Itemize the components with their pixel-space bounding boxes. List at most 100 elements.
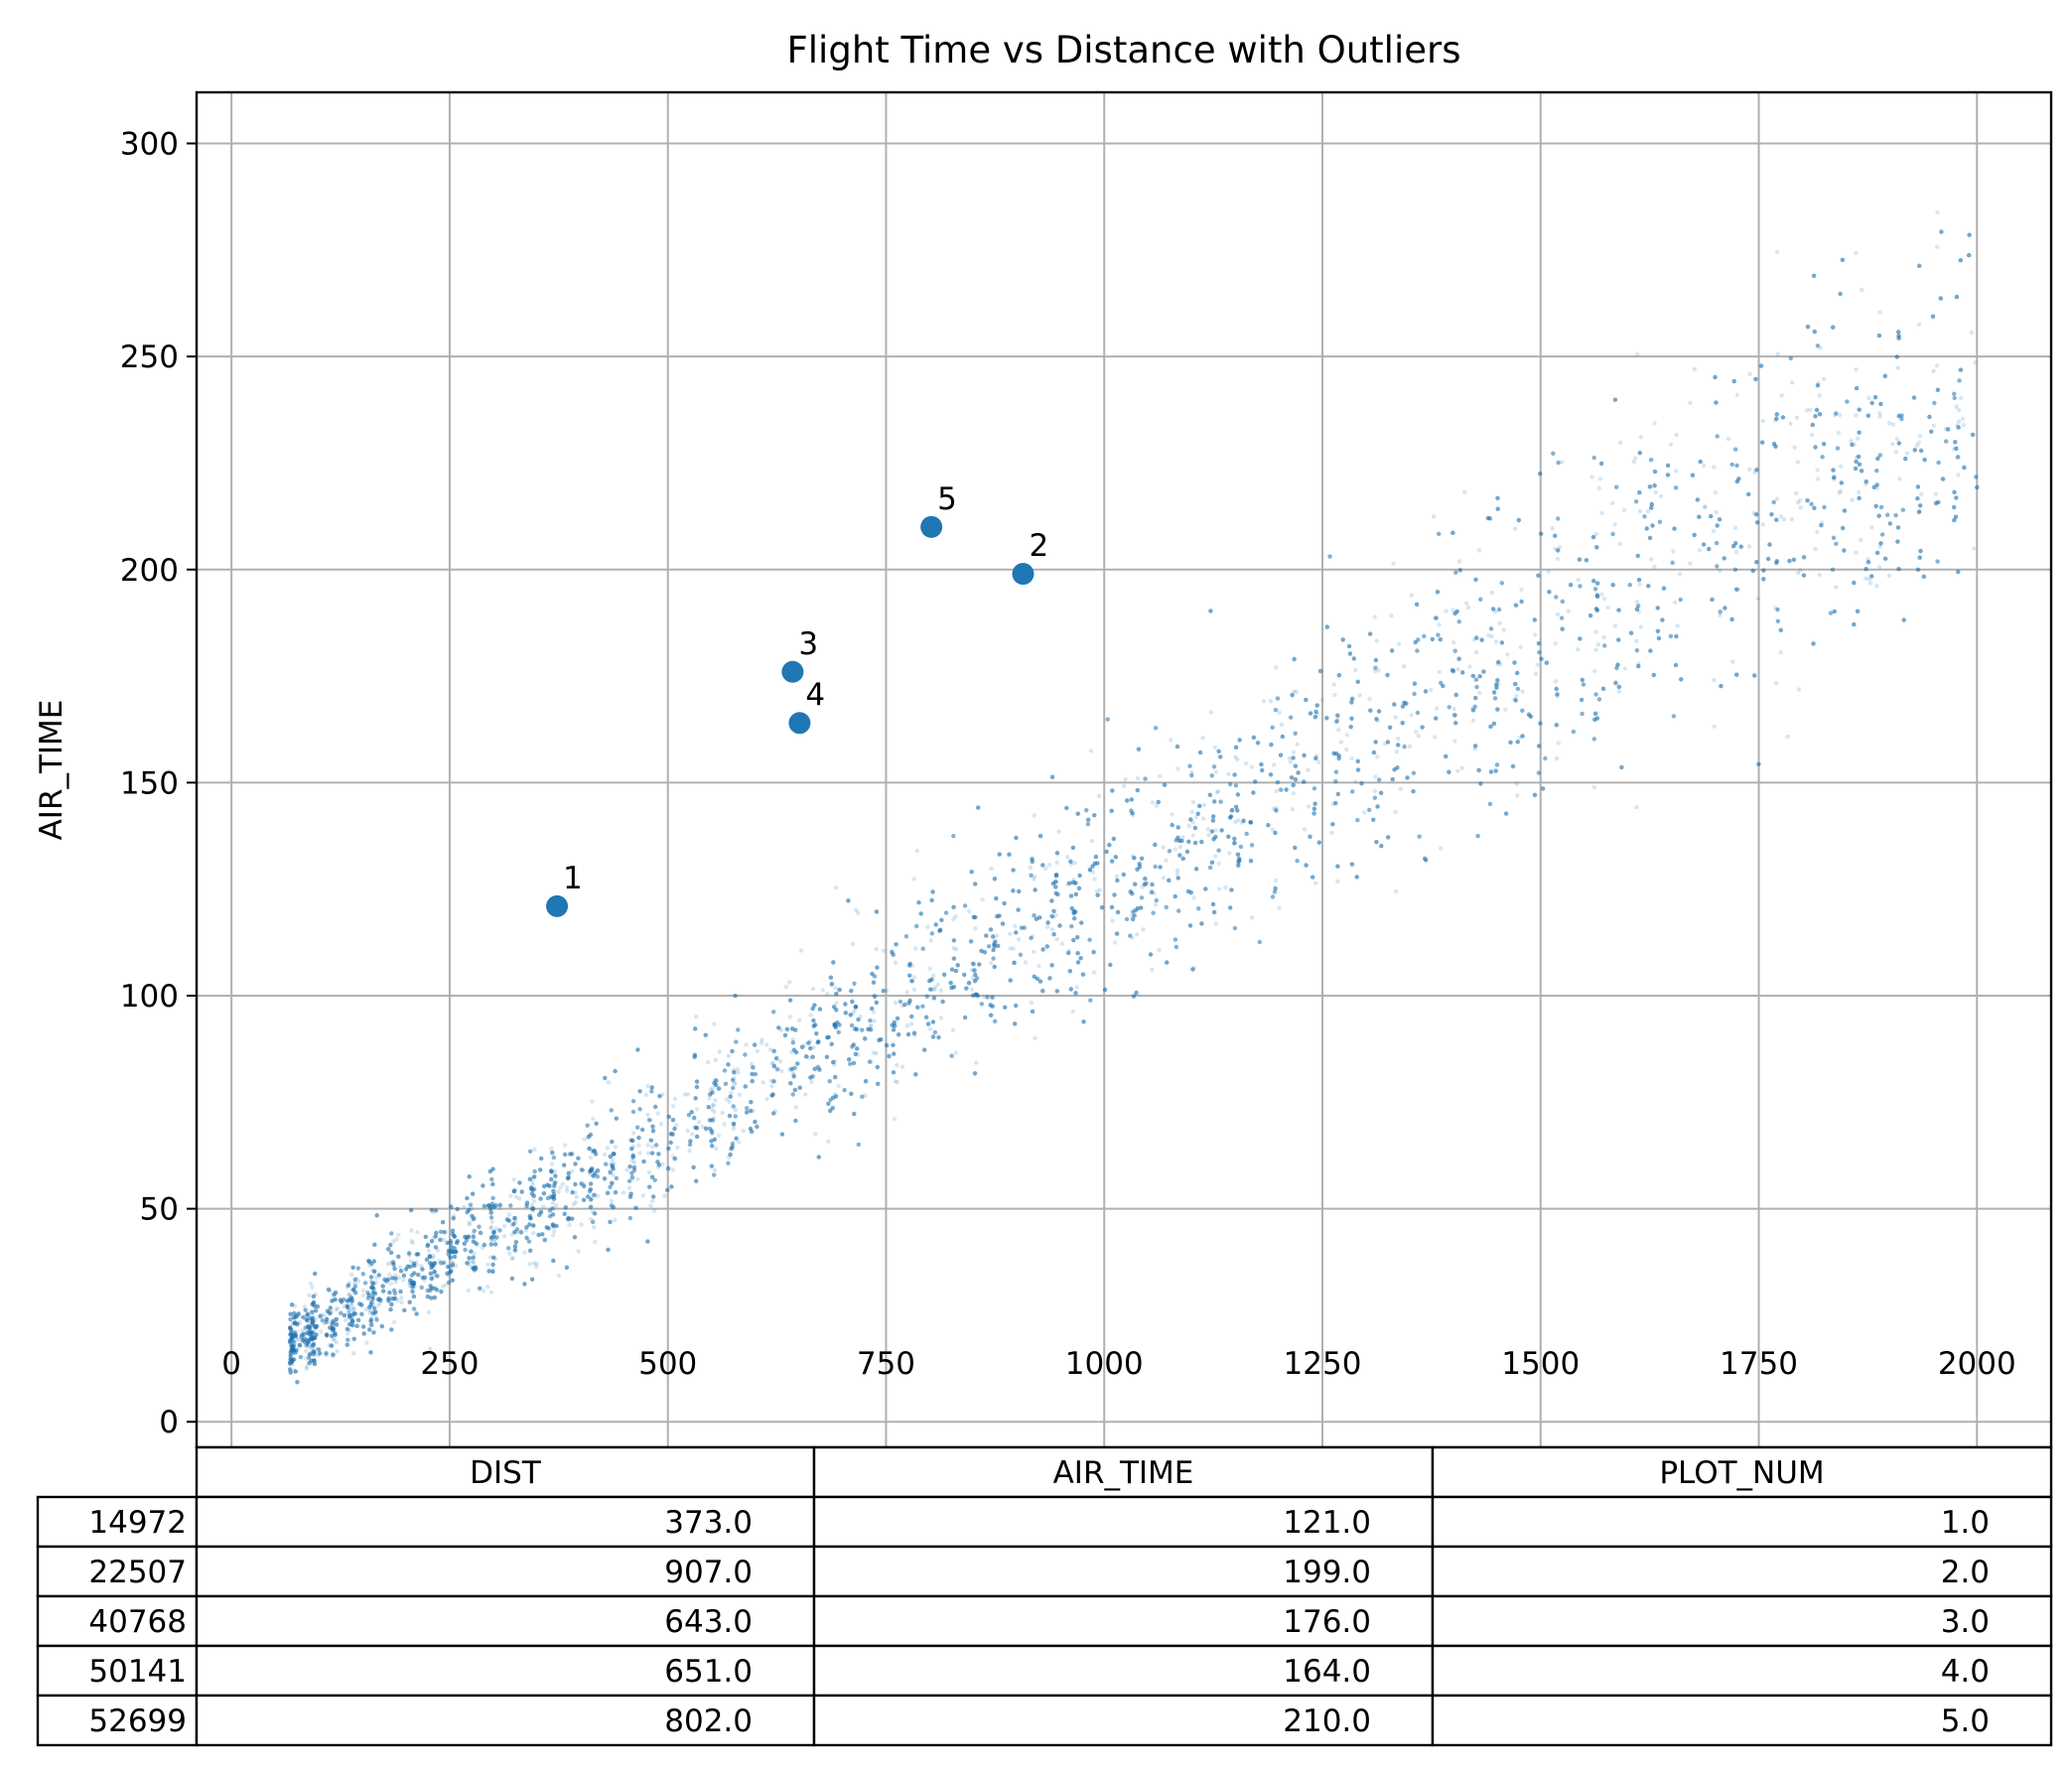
cloud-point [551, 1188, 556, 1194]
cloud-point [1566, 609, 1571, 613]
cloud-point [1580, 677, 1586, 683]
cloud-point [352, 1291, 358, 1295]
cloud-point [1394, 748, 1400, 754]
cloud-point [391, 1319, 397, 1325]
cloud-point [569, 1168, 575, 1174]
cloud-point [291, 1348, 297, 1353]
cloud-point [651, 1194, 656, 1199]
cloud-point [834, 1001, 839, 1006]
cloud-point [866, 1026, 871, 1032]
cloud-point [1190, 967, 1195, 972]
cloud-point [401, 1278, 406, 1283]
cloud-point [1287, 755, 1293, 760]
cloud-point [367, 1308, 373, 1313]
cloud-point [1235, 852, 1241, 857]
cloud-point [1074, 985, 1079, 990]
cloud-point [307, 1321, 312, 1326]
cloud-point [290, 1362, 295, 1367]
cloud-point [306, 1344, 312, 1349]
cloud-point [1918, 448, 1924, 454]
cloud-point [1216, 886, 1222, 891]
cloud-point [767, 1047, 773, 1052]
cloud-point [1340, 637, 1345, 642]
cloud-point [1916, 322, 1922, 328]
cloud-point [1890, 442, 1895, 447]
cloud-point [716, 1133, 722, 1139]
cloud-point [1067, 881, 1072, 885]
cloud-point [1404, 701, 1409, 706]
cloud-point [1393, 809, 1398, 815]
cloud-point [1878, 541, 1883, 546]
cloud-point [803, 1054, 809, 1059]
cloud-point [299, 1332, 305, 1338]
cloud-point [450, 1278, 455, 1283]
cloud-point [1621, 508, 1627, 513]
cloud-point [1637, 508, 1643, 514]
cloud-point [988, 1003, 993, 1008]
cloud-point [429, 1207, 435, 1213]
cloud-point [1447, 769, 1451, 774]
cloud-point [1616, 608, 1621, 612]
cloud-point [329, 1309, 335, 1314]
cloud-point [491, 1255, 496, 1261]
cloud-point [1593, 629, 1598, 634]
cloud-point [1249, 915, 1255, 920]
cloud-point [490, 1181, 495, 1187]
cloud-point [1957, 408, 1962, 413]
cloud-point [471, 1260, 477, 1265]
cloud-point [310, 1315, 315, 1321]
cloud-point [630, 1144, 636, 1150]
cloud-point [1444, 609, 1449, 613]
cloud-point [1218, 754, 1223, 759]
cloud-point [1634, 600, 1640, 605]
cloud-point [1180, 856, 1185, 862]
cloud-point [1374, 638, 1379, 643]
cloud-point [984, 933, 989, 938]
cloud-point [1459, 765, 1464, 770]
cloud-point [953, 1050, 959, 1055]
cloud-point [300, 1337, 306, 1343]
cloud-point [1235, 818, 1241, 823]
cloud-point [1036, 963, 1041, 969]
cloud-point [465, 1235, 470, 1240]
cloud-point [1513, 698, 1518, 703]
cloud-point [950, 1027, 956, 1033]
cloud-point [646, 1169, 651, 1175]
cloud-point [930, 987, 935, 992]
cloud-point [1271, 806, 1277, 812]
cloud-point [1610, 500, 1615, 505]
cloud-point [313, 1346, 318, 1351]
cloud-point [1435, 590, 1441, 595]
cloud-point [511, 1177, 516, 1182]
cloud-point [369, 1311, 374, 1317]
cloud-point [1931, 368, 1936, 373]
cloud-point [288, 1353, 293, 1358]
cloud-point [1414, 729, 1419, 735]
cloud-point [1956, 419, 1962, 424]
cloud-point [332, 1337, 337, 1343]
cloud-point [1837, 490, 1842, 495]
cloud-point [1208, 710, 1214, 715]
cloud-point [593, 1152, 599, 1156]
cloud-point [1636, 663, 1641, 669]
cloud-point [969, 870, 974, 875]
cloud-point [437, 1259, 442, 1264]
cloud-point [591, 1116, 596, 1122]
cloud-point [1617, 541, 1622, 546]
cloud-point [506, 1212, 512, 1217]
cloud-point [906, 1001, 911, 1006]
cloud-point [1075, 951, 1080, 956]
cloud-point [1839, 480, 1845, 485]
cloud-point [812, 1066, 817, 1072]
cloud-point [348, 1322, 353, 1327]
cloud-point [674, 1123, 679, 1128]
cloud-point [911, 987, 917, 993]
cloud-point [1645, 509, 1651, 514]
cloud-point [449, 1204, 454, 1210]
cloud-point [1688, 400, 1693, 406]
cloud-point [1304, 863, 1309, 868]
cloud-point [1114, 931, 1120, 936]
cloud-point [1112, 892, 1117, 897]
cloud-point [1512, 526, 1518, 531]
cloud-point [1072, 861, 1077, 866]
